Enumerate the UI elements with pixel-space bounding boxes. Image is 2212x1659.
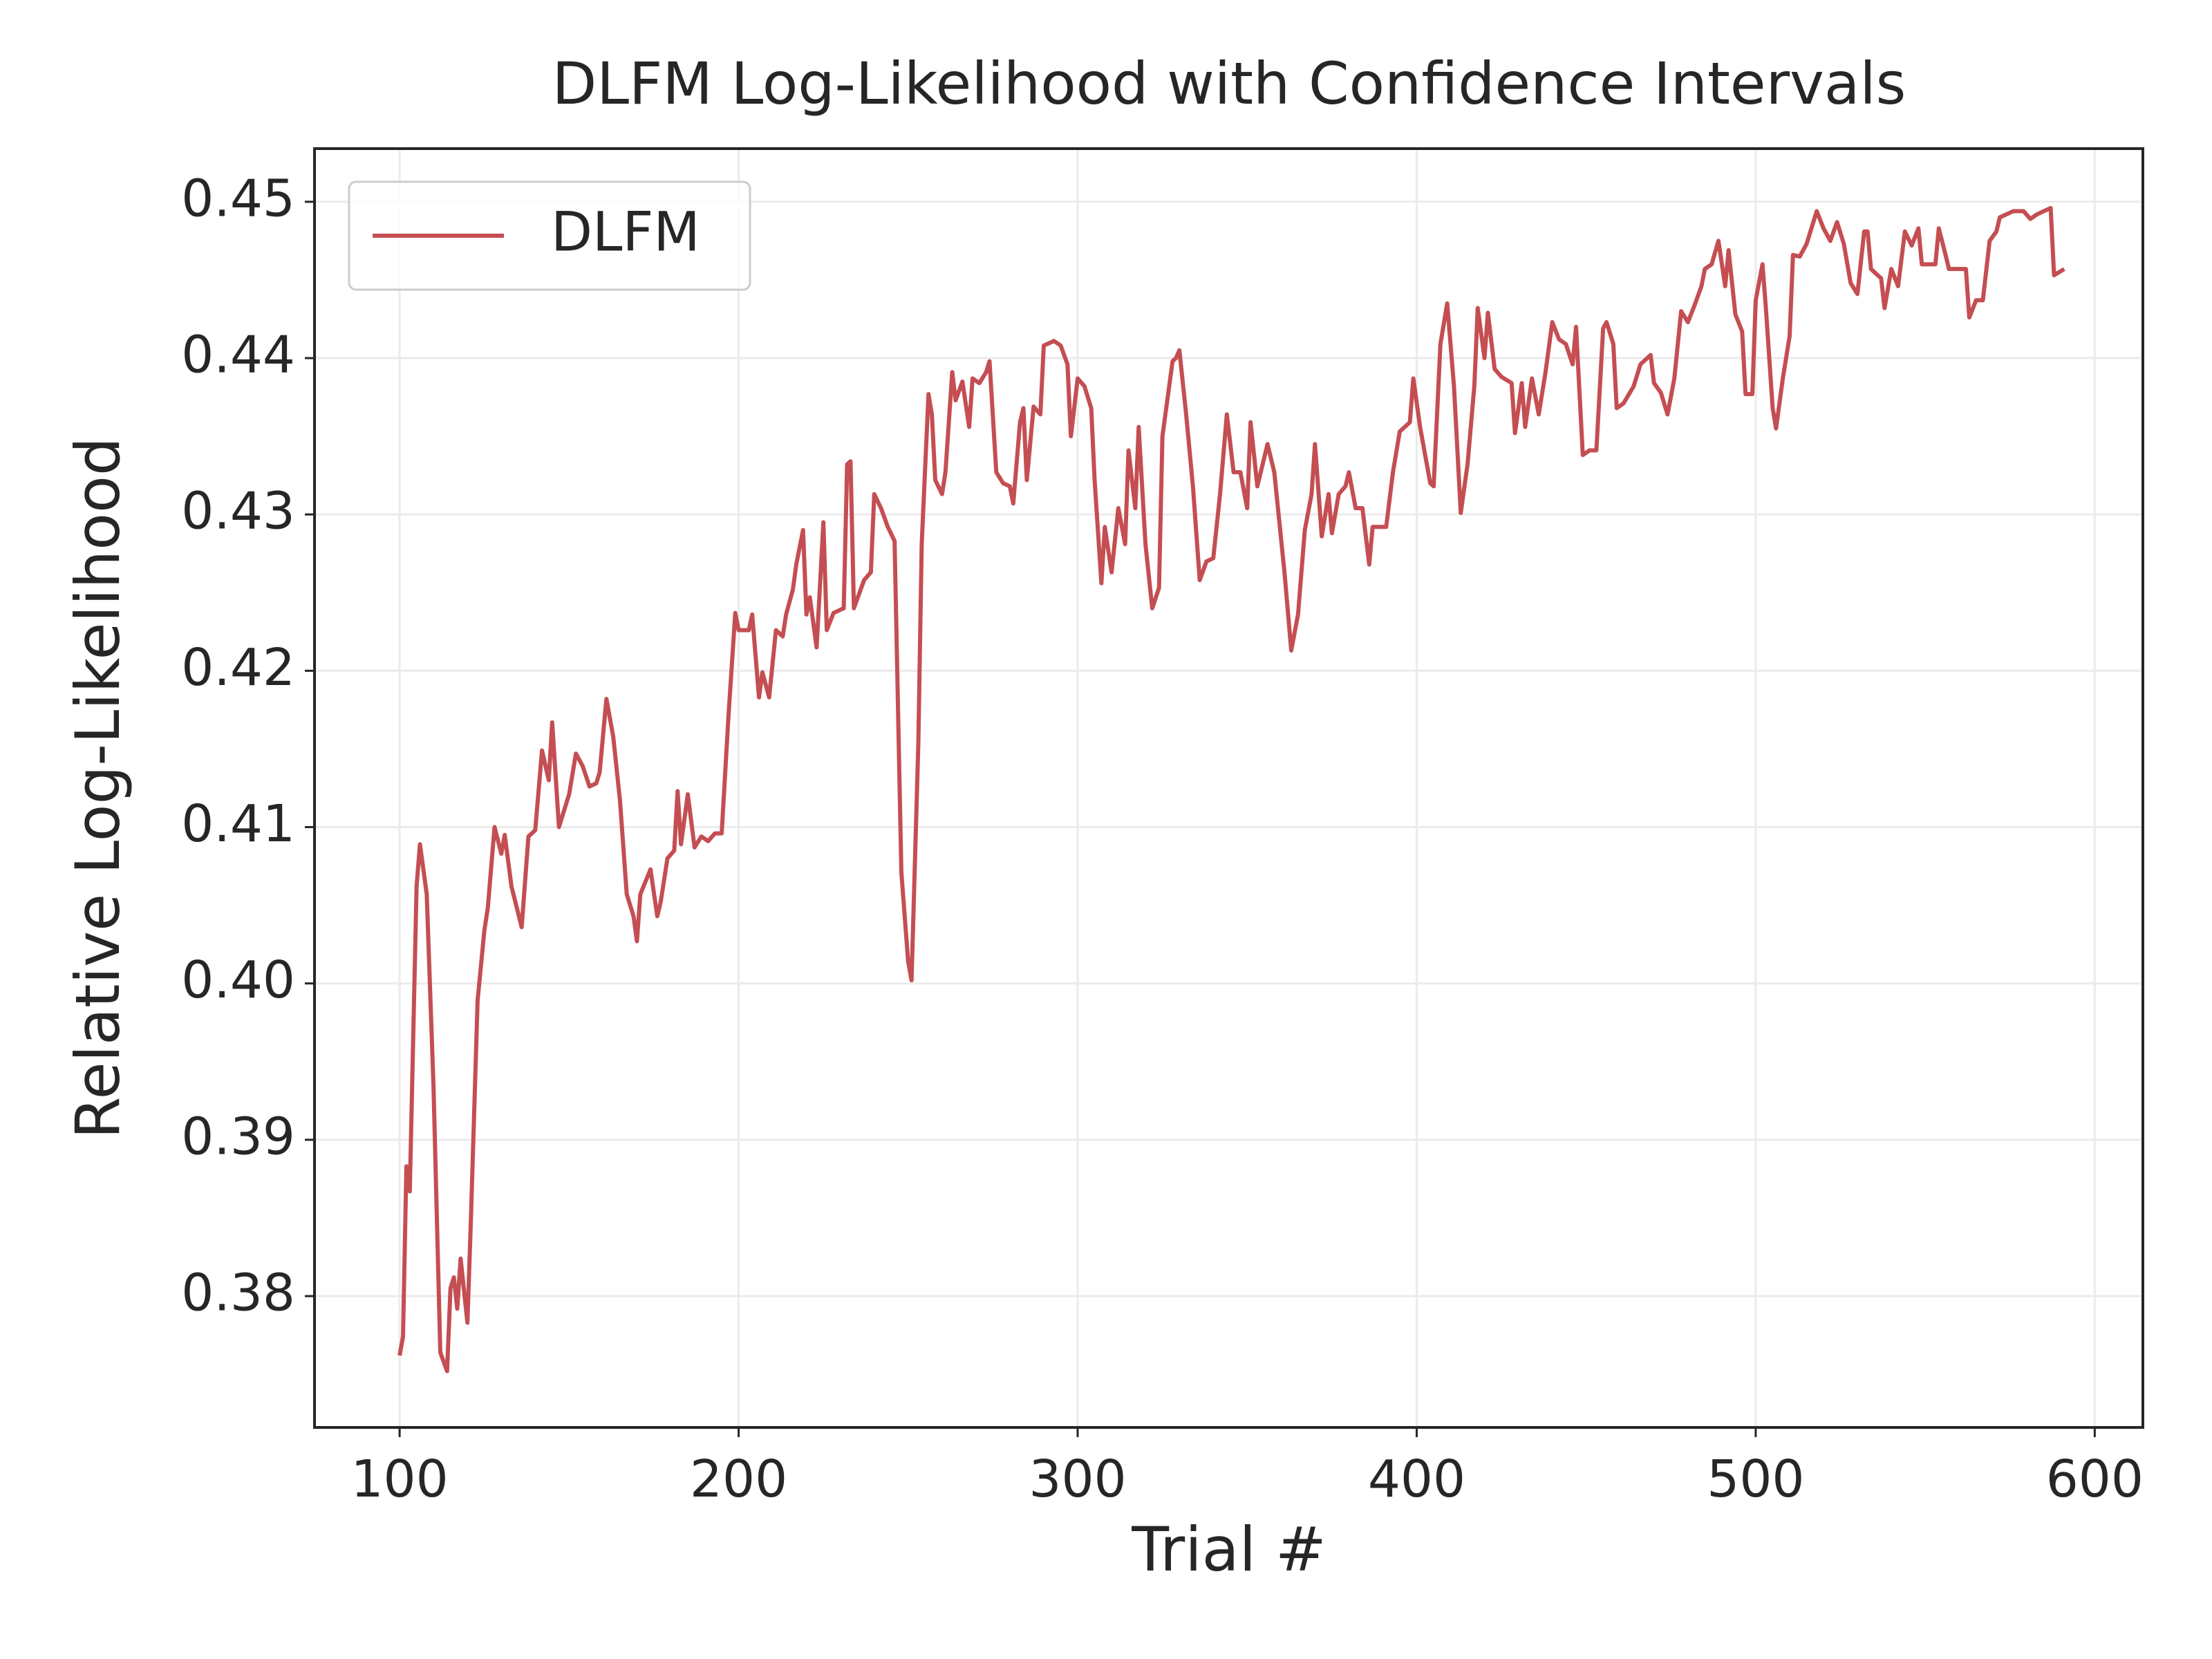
legend-box <box>348 180 751 291</box>
legend-label: DLFM <box>551 201 700 263</box>
y-tick-label: 0.39 <box>181 1107 295 1166</box>
y-tick-label: 0.42 <box>181 638 295 697</box>
y-tick-label: 0.43 <box>181 482 295 541</box>
y-tick-label: 0.44 <box>181 326 295 385</box>
plot-frame <box>313 147 2144 1429</box>
y-axis-label: Relative Log-Likelihood <box>62 437 133 1138</box>
x-tick-label: 400 <box>1368 1450 1465 1509</box>
x-axis-label: Trial # <box>1131 1514 1327 1585</box>
y-tick-label: 0.40 <box>181 950 295 1010</box>
y-tick-label: 0.41 <box>181 794 295 854</box>
y-tick-label: 0.45 <box>181 169 295 228</box>
x-tick-label: 200 <box>690 1450 787 1509</box>
x-tick-label: 300 <box>1029 1450 1126 1509</box>
x-tick-label: 100 <box>350 1450 448 1509</box>
legend: DLFM <box>348 180 751 291</box>
chart-title: DLFM Log-Likelihood with Confidence Inte… <box>552 50 1906 118</box>
y-tick-label: 0.38 <box>181 1264 295 1323</box>
data-line <box>397 205 2065 1374</box>
x-tick-label: 600 <box>2046 1450 2144 1509</box>
x-tick-label: 500 <box>1707 1450 1804 1509</box>
